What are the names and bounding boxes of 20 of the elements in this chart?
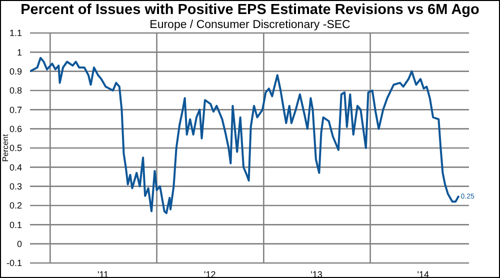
y-tick-label: 0.7	[9, 104, 22, 115]
y-tick-label: 1	[16, 47, 22, 58]
chart-title: Percent of Issues with Positive EPS Estimate Revisions vs 6M Ago	[20, 2, 480, 18]
x-tick-label: '14	[417, 269, 430, 278]
y-tick-label: 1.1	[9, 28, 22, 38]
x-tick-label: '12	[204, 269, 216, 278]
y-tick-label: 0.1	[9, 220, 22, 230]
x-tick-label: '11	[97, 269, 109, 278]
y-axis-title: Percent	[0, 133, 10, 162]
y-tick-label: 0.6	[9, 124, 22, 134]
chart-subtitle: Europe / Consumer Discretionary -SEC	[150, 19, 350, 31]
y-tick-label: 0.8	[9, 86, 22, 96]
y-tick-label: -0.1	[6, 258, 22, 268]
y-tick-label: 0.5	[9, 143, 22, 154]
y-tick-label: 0	[16, 239, 22, 250]
y-tick-label: 0.9	[9, 66, 22, 77]
line-series	[30, 56, 460, 214]
y-tick-label: 0.4	[9, 162, 22, 172]
y-tick-label: 0.2	[9, 200, 22, 211]
y-tick-label: 0.3	[9, 182, 22, 192]
